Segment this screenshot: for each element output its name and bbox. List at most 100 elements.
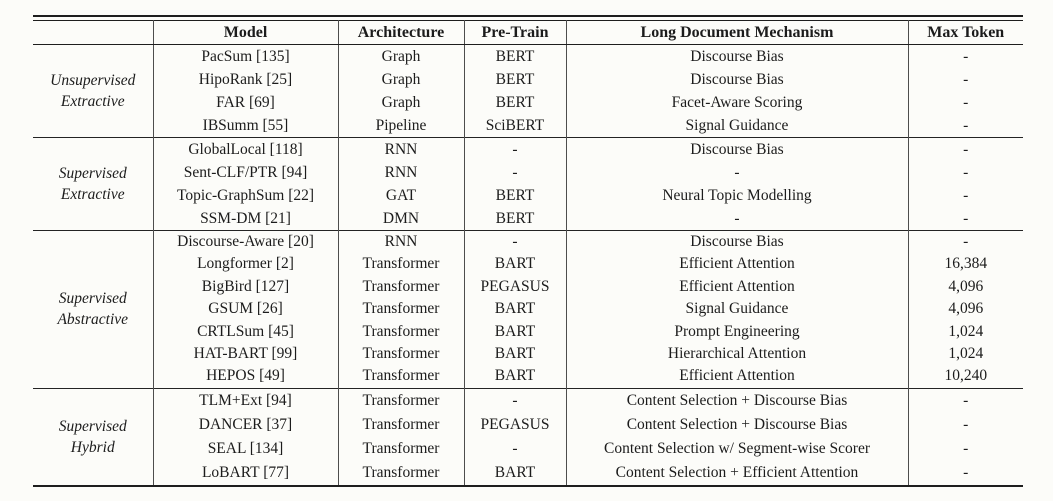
group-label-cell: Supervised Abstractive [33,230,153,389]
cell-mechanism: Neural Topic Modelling [565,184,908,207]
column-header-model: Model [152,20,338,45]
cell-mechanism: Content Selection + Efficient Attention [565,460,908,486]
cell-max-token: - [907,184,1023,207]
table-row: DANCER [37] Transformer PEGASUS Content … [33,412,1023,437]
cell-mechanism: Content Selection + Discourse Bias [565,412,908,437]
table-row: HAT-BART [99] Transformer BART Hierarchi… [33,343,1023,366]
cell-model: IBSumm [55] [152,114,338,138]
cell-architecture: Transformer [337,253,464,276]
cell-model: GSUM [26] [152,298,338,321]
cell-mechanism: Content Selection w/ Segment-wise Scorer [565,436,908,461]
cell-pretrain: - [463,230,566,254]
header-row: Model Architecture Pre-Train Long Docume… [33,20,1023,45]
cell-pretrain: BERT [463,91,566,114]
group-label-cell: Supervised Hybrid [33,387,153,486]
cell-architecture: Transformer [337,365,464,389]
cell-model: HEPOS [49] [152,365,338,389]
cell-mechanism: Efficient Attention [565,365,908,389]
table-row: LoBART [77] Transformer BART Content Sel… [33,460,1023,486]
cell-architecture: RNN [337,230,464,254]
table-row: HipoRank [25] Graph BERT Discourse Bias … [33,68,1023,91]
table-row: Supervised Abstractive Discourse-Aware [2… [33,230,1023,389]
cell-mechanism: Discourse Bias [565,137,908,161]
cell-max-token: 1,024 [907,320,1023,344]
cell-mechanism: Facet-Aware Scoring [565,91,908,114]
cell-architecture: Transformer [337,298,464,321]
cell-model: GlobalLocal [118] [152,137,338,161]
cell-pretrain: BERT [463,68,566,91]
cell-architecture: Graph [337,68,464,91]
cell-max-token: - [907,68,1023,91]
cell-pretrain: BERT [463,184,566,207]
table-row: Longformer [2] Transformer BART Efficien… [33,253,1023,276]
table-row: Topic-GraphSum [22] GAT BERT Neural Topi… [33,184,1023,207]
cell-pretrain: - [463,436,566,461]
group-label-line: Supervised [58,417,127,435]
cell-pretrain: BART [463,343,566,366]
cell-architecture: Graph [337,91,464,114]
cell-mechanism: Signal Guidance [565,114,908,138]
cell-architecture: GAT [337,184,464,207]
table-row: FAR [69] Graph BERT Facet-Aware Scoring … [33,91,1023,114]
cell-pretrain: BERT [463,44,566,68]
table-row: SEAL [134] Transformer - Content Selecti… [33,436,1023,461]
cell-architecture: RNN [337,137,464,161]
table-row: SSM-DM [21] DMN BERT - - [33,207,1023,231]
cell-pretrain: - [463,137,566,161]
cell-max-token: - [907,137,1023,161]
cell-mechanism: Signal Guidance [565,298,908,321]
cell-pretrain: BART [463,320,566,344]
group-label-line: Supervised [58,165,127,182]
table-row: IBSumm [55] Pipeline SciBERT Signal Guid… [33,114,1023,138]
group-unsupervised-extractive: Unsupervised Extractive PacSum [135] Grap… [33,44,1023,138]
cell-max-token: - [907,114,1023,138]
cell-mechanism: Discourse Bias [565,68,908,91]
group-label-line: Extractive [60,186,125,203]
cell-model: HipoRank [25] [152,68,338,91]
cell-architecture: DMN [337,207,464,231]
cell-model: FAR [69] [152,91,338,114]
column-header-mechanism: Long Document Mechanism [565,20,908,45]
cell-max-token: - [907,460,1023,486]
cell-max-token: 4,096 [907,275,1023,299]
cell-model: CRTLSum [45] [152,320,338,344]
cell-architecture: Transformer [337,460,464,486]
cell-pretrain: - [463,161,566,184]
table-row: CRTLSum [45] Transformer BART Prompt Eng… [33,320,1023,344]
cell-mechanism: Discourse Bias [565,44,908,68]
cell-architecture: RNN [337,161,464,184]
cell-max-token: - [907,436,1023,461]
cell-pretrain: BART [463,253,566,276]
cell-pretrain: - [463,387,566,413]
cell-max-token: - [907,44,1023,68]
cell-model: TLM+Ext [94] [152,387,338,413]
cell-model: SEAL [134] [152,436,338,461]
cell-model: DANCER [37] [152,412,338,437]
cell-pretrain: SciBERT [463,114,566,138]
group-supervised-abstractive: Supervised Abstractive Discourse-Aware [2… [33,230,1023,389]
group-label-cell: Supervised Extractive [33,137,153,231]
cell-max-token: - [907,230,1023,254]
cell-model: Longformer [2] [152,253,338,276]
table-row: Supervised Extractive GlobalLocal [118] R… [33,137,1023,231]
cell-architecture: Graph [337,44,464,68]
table-row: Supervised Hybrid TLM+Ext [94] Transforme… [33,387,1023,486]
cell-mechanism: Discourse Bias [565,230,908,254]
cell-max-token: 1,024 [907,343,1023,366]
cell-mechanism: - [565,161,908,184]
column-header-group [33,20,153,45]
cell-mechanism: Efficient Attention [565,275,908,299]
group-label-line: Abstractive [57,311,129,329]
cell-model: Topic-GraphSum [22] [152,184,338,207]
cell-max-token: 10,240 [907,365,1023,389]
group-label-line: Unsupervised [50,72,136,89]
cell-model: SSM-DM [21] [152,207,338,231]
cell-max-token: 16,384 [907,253,1023,276]
cell-architecture: Transformer [337,343,464,366]
cell-model: Sent-CLF/PTR [94] [152,161,338,184]
cell-mechanism: Prompt Engineering [565,320,908,344]
group-label-cell: Unsupervised Extractive [33,44,153,138]
summarization-models-table: Model Architecture Pre-Train Long Docume… [33,15,1023,487]
table-row: BigBird [127] Transformer PEGASUS Effici… [33,275,1023,299]
table-top-rule [33,15,1023,17]
